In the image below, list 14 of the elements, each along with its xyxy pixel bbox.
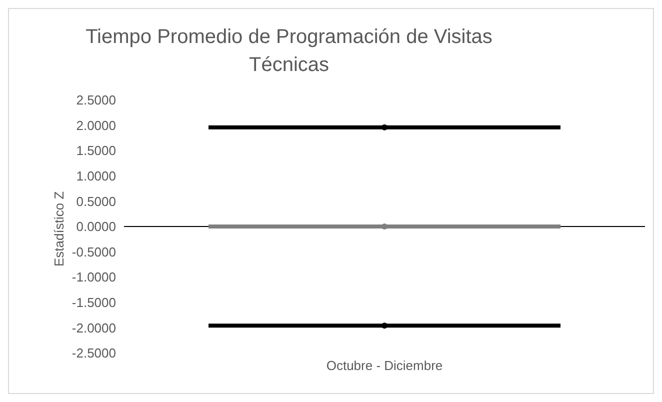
y-tick-label: -2.0000 (72, 320, 116, 336)
y-axis-title: Estadístico Z (52, 191, 67, 266)
y-tick-label: -2.5000 (72, 346, 116, 361)
chart-title: Tiempo Promedio de Programación de Visitas Técnicas (84, 25, 494, 78)
y-tick-label: 1.5000 (76, 143, 116, 158)
y-tick-label: 2.5000 (76, 92, 116, 108)
y-tick-label: 0.0000 (76, 219, 116, 234)
y-tick-label: -0.5000 (72, 244, 116, 260)
y-tick-label: -1.5000 (72, 295, 116, 310)
y-tick-label: 0.5000 (76, 194, 116, 209)
y-tick-label: -1.0000 (72, 270, 116, 285)
y-tick-label: 1.0000 (76, 168, 116, 184)
x-tick-label: Octubre - Diciembre (326, 358, 443, 374)
y-tick-label: 2.0000 (76, 118, 116, 133)
